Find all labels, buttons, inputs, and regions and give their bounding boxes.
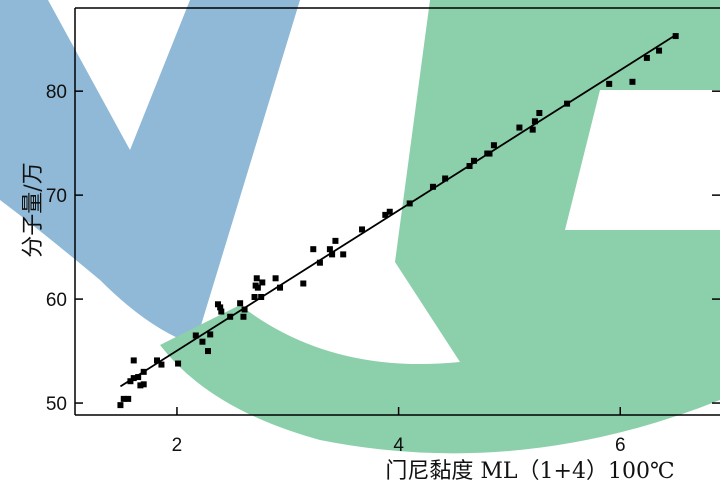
point bbox=[491, 142, 497, 148]
y-tick-label: 50 bbox=[46, 394, 67, 415]
point bbox=[340, 251, 346, 257]
point bbox=[205, 348, 211, 354]
point bbox=[656, 48, 662, 54]
point bbox=[273, 275, 279, 281]
point bbox=[644, 55, 650, 61]
y-axis-title: 分子量/万 bbox=[21, 162, 46, 257]
point bbox=[237, 300, 243, 306]
point bbox=[240, 314, 246, 320]
chart: 门尼黏度 ML（1+4）100℃ 分子量/万 50 60 70 80 2 4 6 bbox=[0, 0, 720, 492]
point bbox=[218, 309, 224, 315]
point bbox=[125, 396, 131, 402]
point bbox=[332, 238, 338, 244]
point bbox=[199, 339, 205, 345]
point bbox=[516, 125, 522, 131]
x-tick-label: 6 bbox=[615, 435, 626, 456]
x-tick-label: 2 bbox=[172, 435, 183, 456]
y-tick-label: 80 bbox=[46, 82, 67, 103]
point bbox=[207, 331, 213, 337]
y-tick-label: 60 bbox=[46, 290, 67, 311]
point bbox=[629, 79, 635, 85]
page: {"chart_data": {"type": "scatter", "x_la… bbox=[0, 0, 720, 492]
point bbox=[606, 81, 612, 87]
point bbox=[536, 110, 542, 116]
point bbox=[310, 246, 316, 252]
point bbox=[300, 280, 306, 286]
point bbox=[117, 402, 123, 408]
point bbox=[141, 381, 147, 387]
point bbox=[131, 357, 137, 363]
point bbox=[252, 294, 258, 300]
point bbox=[327, 246, 333, 252]
x-axis-title: 门尼黏度 ML（1+4）100℃ bbox=[385, 459, 674, 484]
point bbox=[254, 275, 260, 281]
point bbox=[255, 285, 261, 291]
point bbox=[259, 279, 265, 285]
x-tick-label: 4 bbox=[393, 435, 404, 456]
y-tick-label: 70 bbox=[46, 186, 67, 207]
point bbox=[175, 361, 181, 367]
